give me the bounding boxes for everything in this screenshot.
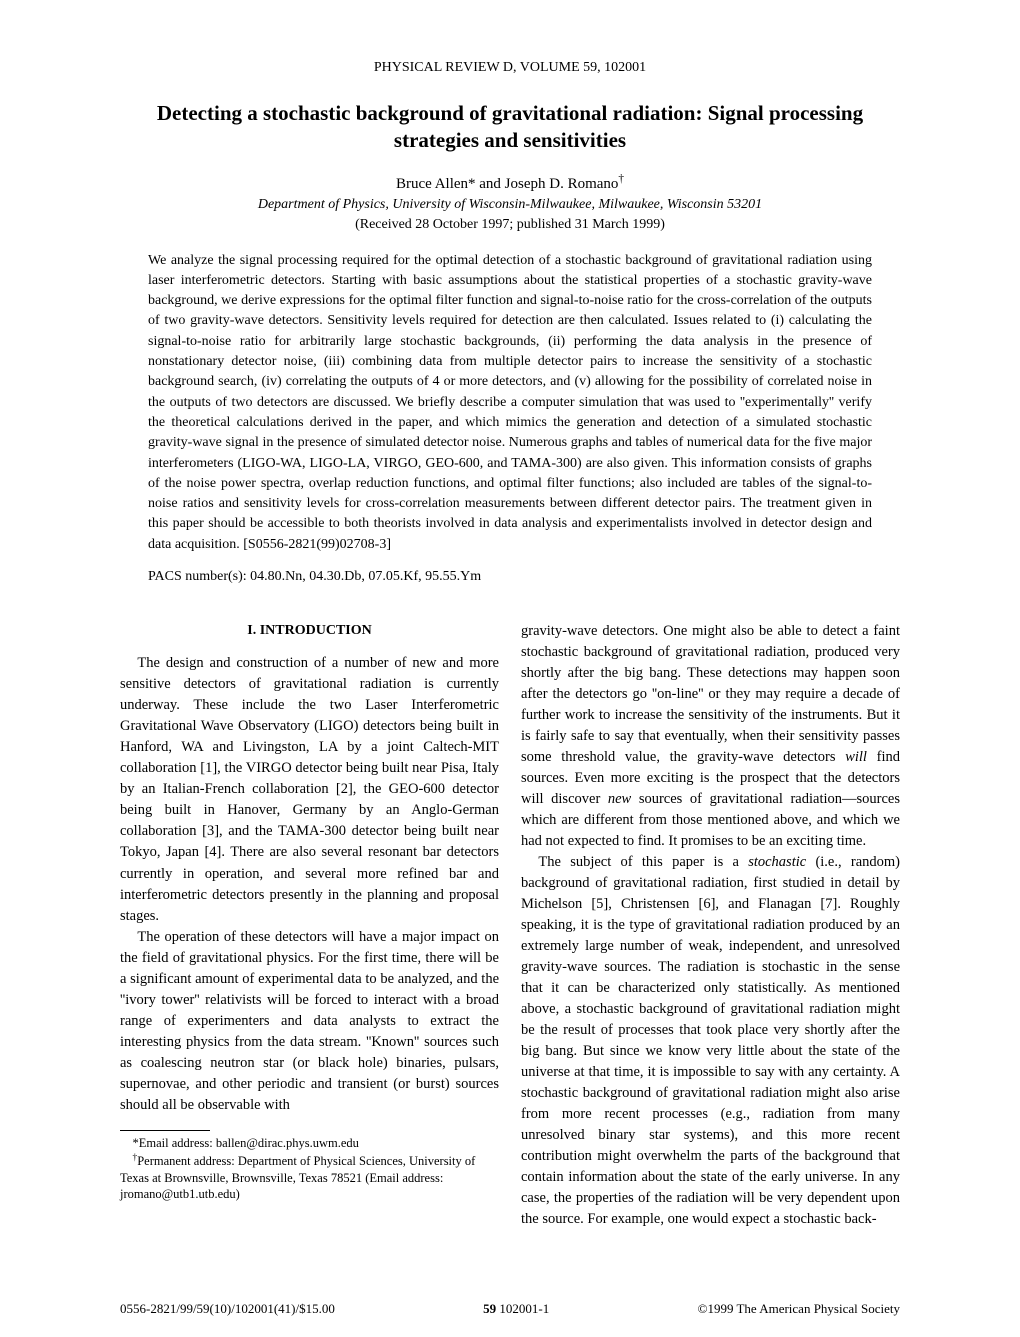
footer-left: 0556-2821/99/59(10)/102001(41)/$15.00	[120, 1301, 335, 1317]
affiliation: Department of Physics, University of Wis…	[120, 197, 900, 213]
section-heading: I. INTRODUCTION	[120, 621, 499, 641]
page-footer: 0556-2821/99/59(10)/102001(41)/$15.00 59…	[0, 1271, 1020, 1337]
body-paragraph: The design and construction of a number …	[120, 653, 499, 926]
abstract: We analyze the signal processing require…	[148, 251, 872, 555]
body-paragraph: The operation of these detectors will ha…	[120, 927, 499, 1116]
body-columns: I. INTRODUCTION The design and construct…	[120, 621, 900, 1230]
footer-center: 59 102001-1	[483, 1301, 549, 1317]
paper-title: Detecting a stochastic background of gra…	[120, 100, 900, 155]
journal-header: PHYSICAL REVIEW D, VOLUME 59, 102001	[120, 60, 900, 76]
body-paragraph: The subject of this paper is a stochasti…	[521, 852, 900, 1230]
footnote-rule	[120, 1130, 210, 1131]
footer-right: ©1999 The American Physical Society	[698, 1301, 900, 1317]
pacs-numbers: PACS number(s): 04.80.Nn, 04.30.Db, 07.0…	[148, 569, 872, 585]
footnote: *Email address: ballen@dirac.phys.uwm.ed…	[120, 1135, 499, 1152]
received-published-dates: (Received 28 October 1997; published 31 …	[120, 217, 900, 233]
body-paragraph: gravity-wave detectors. One might also b…	[521, 621, 900, 852]
authors: Bruce Allen* and Joseph D. Romano†	[120, 173, 900, 193]
footnote: †Permanent address: Department of Physic…	[120, 1152, 499, 1204]
